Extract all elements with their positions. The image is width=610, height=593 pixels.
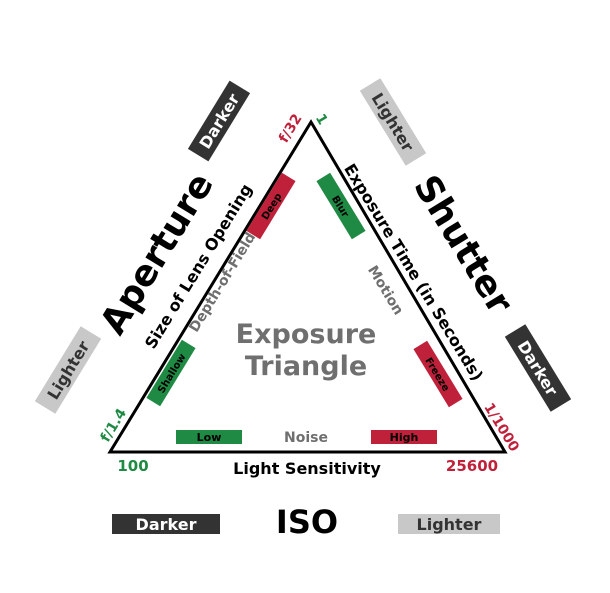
iso-low-label: Low <box>197 431 222 444</box>
triangle-outline <box>107 119 508 454</box>
shutter-freeze-bar <box>413 340 463 408</box>
shutter-blur-bar <box>316 172 366 240</box>
iso-lighter-badge <box>398 514 500 534</box>
aperture-shallow-bar <box>146 339 196 407</box>
center-title-line1: Exposure <box>236 319 377 350</box>
iso-left-value: 100 <box>117 457 148 475</box>
iso-subtitle: Light Sensitivity <box>233 459 381 478</box>
iso-low-bar <box>176 430 242 444</box>
shutter-lighter-badge <box>359 78 427 166</box>
iso-section: Low Noise High 100 Light Sensitivity 256… <box>112 430 500 541</box>
aperture-lighter-badge <box>34 326 102 414</box>
aperture-section: Darker Lighter Aperture Size of Lens Ope… <box>34 80 306 445</box>
iso-right-value: 25600 <box>446 457 498 475</box>
iso-high-bar <box>371 430 437 444</box>
iso-darker-badge <box>112 514 220 534</box>
center-title-line2: Triangle <box>245 351 367 382</box>
iso-title: ISO <box>276 503 338 541</box>
iso-effect-label: Noise <box>284 430 328 446</box>
iso-lighter-label: Lighter <box>417 515 482 534</box>
aperture-deep-bar <box>246 172 296 240</box>
aperture-darker-badge <box>187 80 251 162</box>
shutter-darker-badge <box>504 324 572 412</box>
shutter-section: Lighter Darker Shutter Exposure Time (in… <box>312 78 572 455</box>
iso-high-label: High <box>390 431 419 444</box>
iso-darker-label: Darker <box>136 515 197 534</box>
